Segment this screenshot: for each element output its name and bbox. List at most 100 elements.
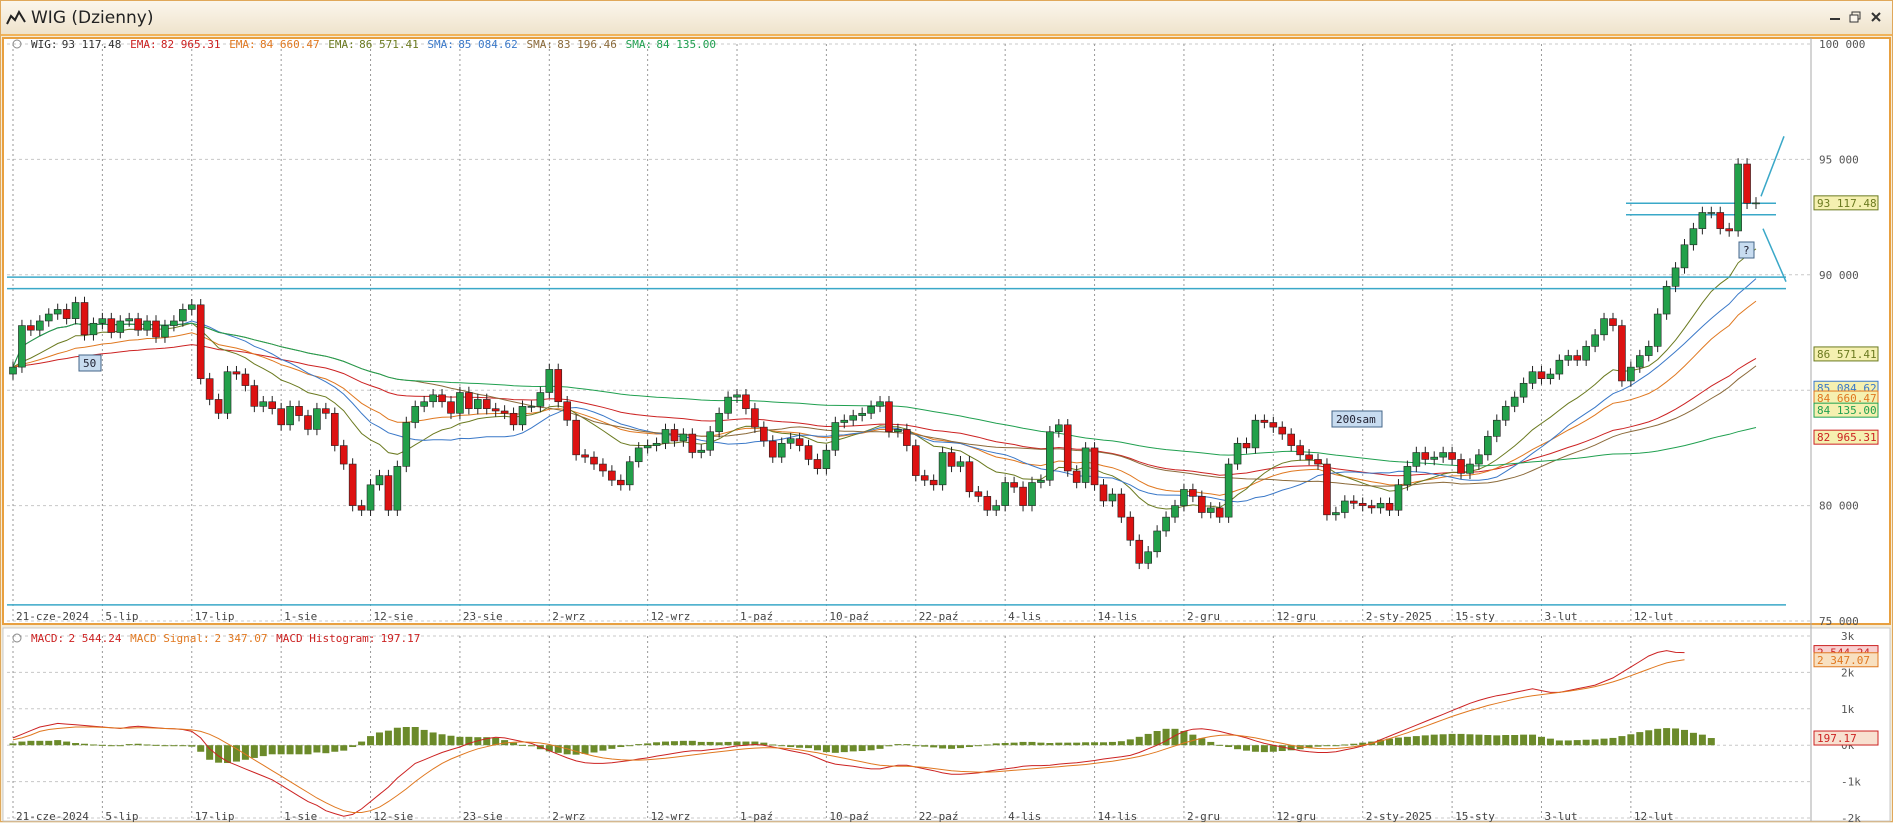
candle-body — [1108, 493, 1117, 502]
price-badge: 84 135.00 — [1813, 402, 1879, 418]
candle-body — [1251, 419, 1260, 449]
macd-histogram-bar — [116, 745, 124, 747]
macd-badge-text: 2 347.07 — [1817, 654, 1870, 667]
macd-histogram-bar — [45, 740, 53, 746]
candle-body — [706, 431, 715, 451]
macd-histogram-bar — [617, 745, 625, 748]
macd-histogram-bar — [1430, 734, 1438, 746]
macd-histogram-bar — [635, 744, 643, 746]
candle-body — [1278, 426, 1287, 435]
candle-body — [1466, 463, 1474, 474]
candle-body — [840, 419, 849, 423]
macd-histogram-bar — [420, 729, 428, 746]
x-tick-label: 12-wrz — [651, 610, 691, 623]
candle-body — [1492, 419, 1501, 437]
candle-body — [795, 438, 804, 446]
macd-histogram-bar — [170, 745, 178, 747]
macd-histogram-bar — [143, 744, 151, 746]
price-legend-value: 82 965.31 — [161, 38, 221, 51]
candle-body — [313, 408, 321, 430]
macd-histogram-bar — [796, 745, 804, 748]
candle-body — [179, 309, 187, 322]
price-tick-label: 75 000 — [1819, 615, 1859, 628]
macd-legend-value: 197.17 — [381, 632, 421, 645]
macd-histogram-bar — [1135, 736, 1143, 746]
candle-body — [983, 496, 992, 511]
candle-body — [1528, 371, 1537, 384]
candle-body — [53, 309, 62, 315]
candle-body — [1055, 424, 1063, 433]
macd-histogram-bar — [858, 745, 866, 752]
macd-histogram-bar — [134, 743, 142, 746]
candle-body — [241, 373, 250, 386]
macd-histogram-bar — [518, 744, 526, 746]
macd-x-tick-label: 10-paź — [829, 810, 869, 823]
title-bar[interactable]: WIG (Dzienny) — [1, 1, 1892, 36]
macd-legend-label: MACD Histogram: — [276, 632, 375, 645]
macd-histogram-bar — [1251, 745, 1259, 752]
candle-body — [125, 318, 133, 322]
macd-histogram-bar — [295, 745, 303, 755]
macd-histogram-bar — [224, 745, 232, 764]
macd-histogram-bar — [876, 745, 884, 749]
candle-body — [617, 479, 625, 486]
candle-body — [1716, 212, 1725, 229]
macd-histogram-bar — [903, 744, 911, 746]
candle-body — [920, 475, 929, 481]
macd-histogram-bar — [1305, 745, 1313, 749]
sma50-label-box — [78, 354, 102, 372]
candle-body — [205, 378, 214, 400]
macd-histogram-bar — [751, 741, 759, 746]
macd-histogram-bar — [286, 745, 294, 755]
candle-body — [1385, 502, 1394, 511]
candle-body — [1260, 419, 1269, 423]
candle-body — [1707, 212, 1716, 214]
candle-body — [581, 454, 589, 458]
candle-body — [1734, 163, 1742, 232]
macd-histogram-bar — [1225, 745, 1233, 748]
minimize-icon[interactable] — [1826, 10, 1844, 26]
candle-body — [491, 408, 500, 412]
candle-body — [509, 412, 518, 426]
candle-body — [1019, 486, 1027, 506]
macd-histogram-bar — [188, 745, 196, 747]
macd-histogram-bar — [1287, 745, 1295, 751]
candle-body — [1349, 500, 1358, 504]
candle-body — [1537, 371, 1546, 379]
close-icon[interactable] — [1867, 10, 1885, 26]
macd-x-tick-label: 1-paź — [740, 810, 773, 823]
x-tick-label: 1-paź — [740, 610, 773, 623]
candle-body — [1206, 507, 1215, 513]
candle-body — [1376, 502, 1385, 509]
candle-body — [107, 318, 116, 333]
price-legend-value: 83 196.46 — [557, 38, 617, 51]
candle-body — [71, 302, 80, 319]
candle-body — [196, 304, 205, 379]
macd-histogram-bar — [956, 745, 964, 749]
candle-body — [1341, 500, 1349, 513]
price-tick-label: 100 000 — [1819, 38, 1865, 51]
macd-histogram-bar — [313, 745, 321, 753]
macd-histogram-bar — [277, 745, 285, 755]
restore-icon[interactable] — [1846, 10, 1864, 26]
candle-body — [1689, 228, 1698, 246]
candle-body — [911, 445, 920, 476]
macd-badge-box — [1813, 730, 1879, 746]
candle-body — [1242, 442, 1251, 449]
candle-body — [1367, 505, 1376, 509]
candle-body — [1636, 355, 1644, 368]
macd-histogram-bar — [18, 741, 26, 746]
candle-body — [348, 463, 357, 506]
macd-histogram-bar — [447, 735, 455, 746]
candle-body — [44, 313, 53, 322]
macd-histogram-bar — [1091, 742, 1099, 746]
candle-body — [1010, 482, 1018, 488]
x-tick-label: 12-sie — [374, 610, 414, 623]
price-badge-text: 82 965.31 — [1817, 431, 1877, 444]
macd-histogram-bar — [1180, 731, 1188, 746]
x-tick-label: 10-paź — [829, 610, 869, 623]
macd-tick-label: -1k — [1841, 776, 1861, 789]
macd-histogram-bar — [1645, 730, 1653, 746]
x-tick-label: 2-wrz — [552, 610, 585, 623]
